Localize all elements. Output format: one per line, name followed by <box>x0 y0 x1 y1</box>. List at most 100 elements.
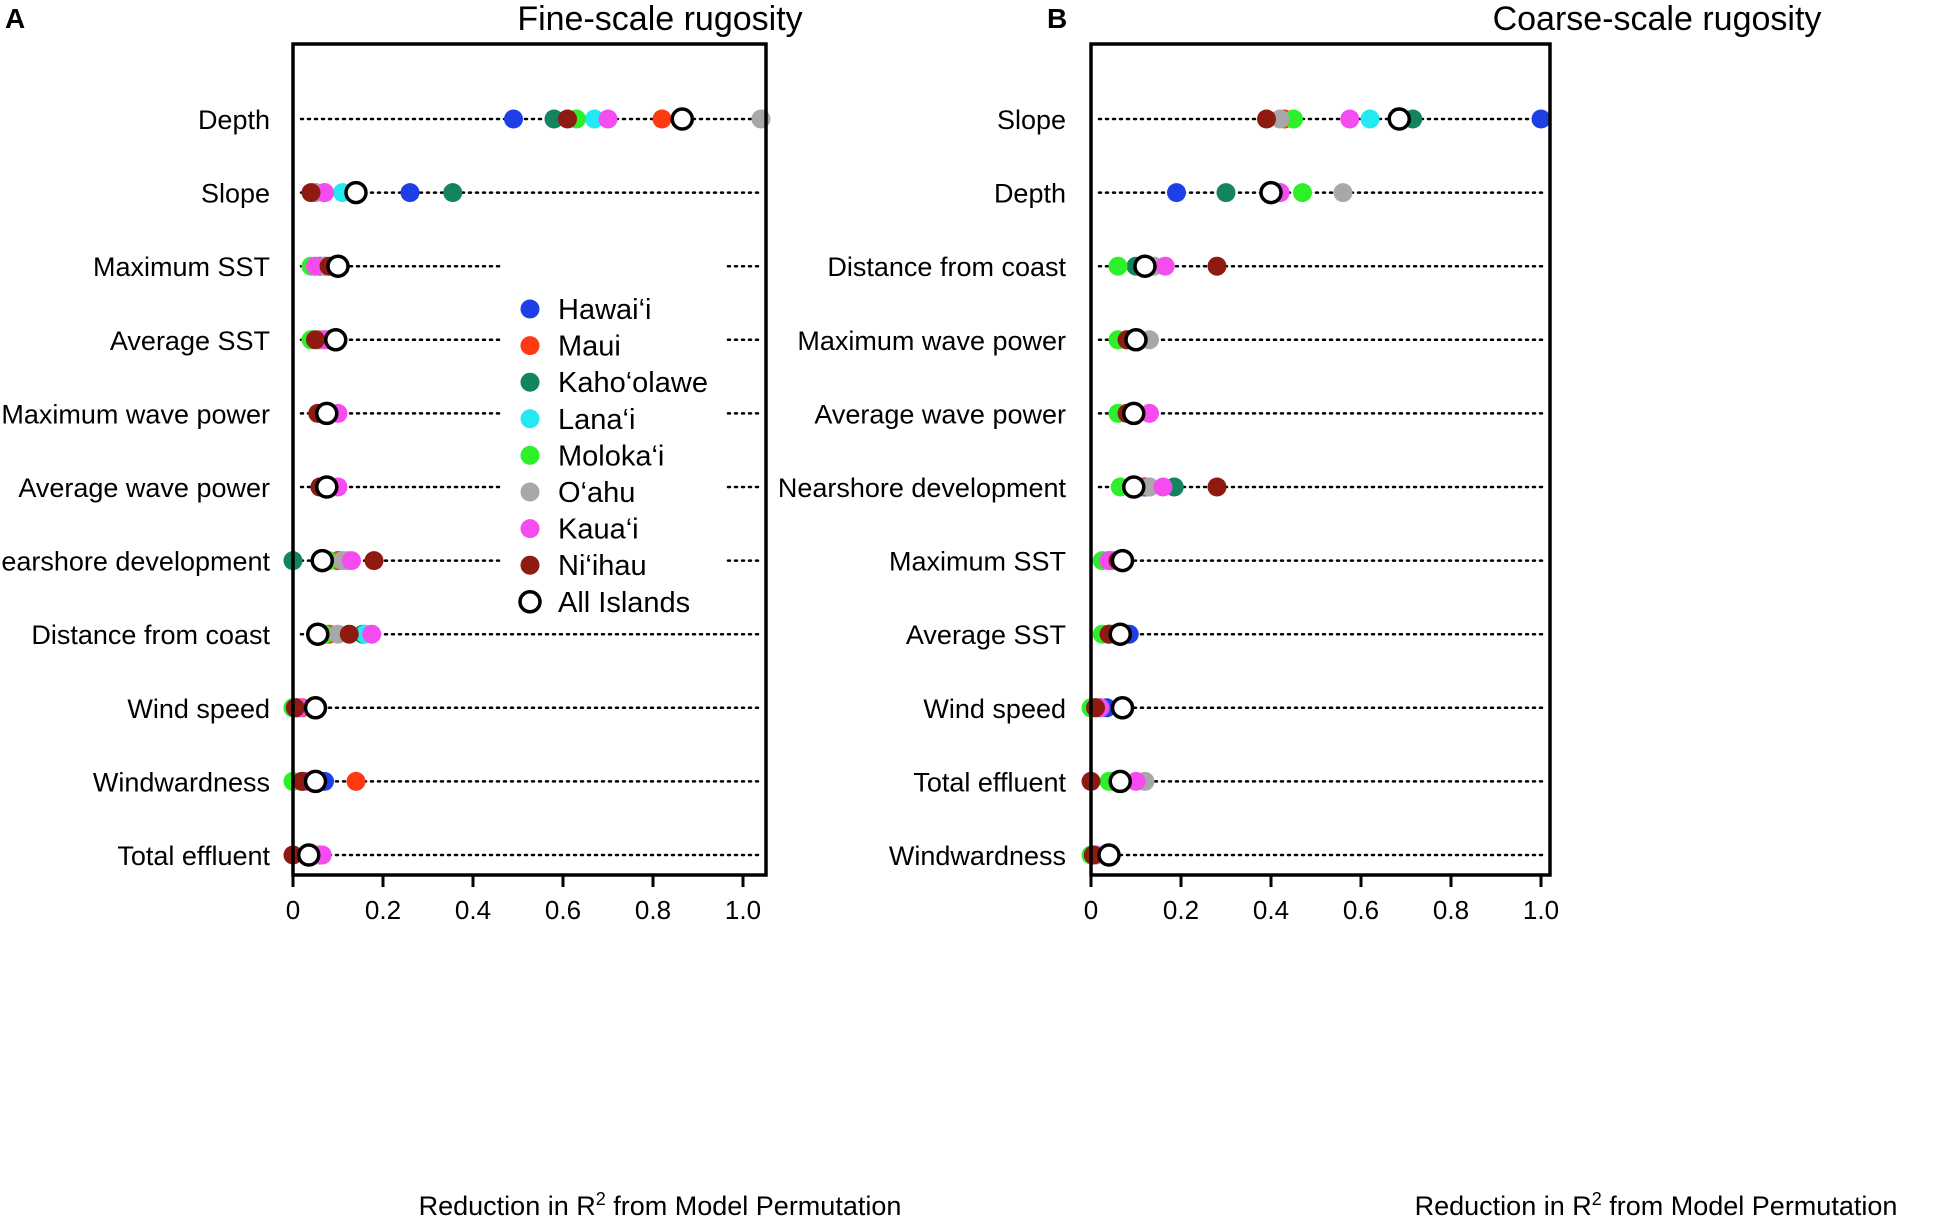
x-tick-label: 0.8 <box>1433 895 1469 925</box>
x-axis-label-b-sup: 2 <box>1592 1189 1602 1209</box>
row-distance-from-coast: Distance from coast <box>827 252 1546 282</box>
legend-marker <box>520 409 540 429</box>
row-depth: Depth <box>994 179 1546 209</box>
row-average-wave-power: Average wave power <box>18 473 762 503</box>
point-lana-i <box>1360 109 1380 129</box>
row-windwardness: Windwardness <box>93 767 762 797</box>
point-kaho-olawe <box>1216 183 1236 203</box>
row-average-wave-power: Average wave power <box>814 399 1546 429</box>
legend-marker <box>520 336 540 356</box>
point-ni-ihau <box>1207 477 1227 497</box>
point-maui <box>346 771 366 791</box>
point-kaua-i <box>1340 109 1360 129</box>
point-kaua-i <box>1140 403 1159 423</box>
point-ni-ihau <box>1086 698 1105 718</box>
category-label: Maximum SST <box>889 547 1066 577</box>
legend-label: Kaho‘olawe <box>558 367 708 399</box>
point-all-islands <box>303 696 328 720</box>
x-tick-label: 0.6 <box>545 895 581 925</box>
row-wind-speed: Wind speed <box>127 694 762 724</box>
row-slope: Slope <box>997 105 1551 135</box>
point-moloka-i <box>1293 183 1312 203</box>
point-moloka-i <box>1108 256 1128 276</box>
row-wind-speed: Wind speed <box>923 694 1546 724</box>
category-label: Average wave power <box>814 399 1066 429</box>
x-tick-label: 0 <box>286 895 300 925</box>
legend-label: O‘ahu <box>558 477 635 509</box>
row-maximum-wave-power: Maximum wave power <box>1 399 762 429</box>
legend-marker <box>520 372 540 392</box>
point-all-islands <box>315 401 339 426</box>
row-maximum-sst: Maximum SST <box>889 547 1546 577</box>
legend-item-hawai-i: Hawai‘i <box>520 294 651 326</box>
category-label: Nearshore development <box>778 473 1067 503</box>
point-ni-ihau <box>306 330 325 350</box>
legend-item-kaua-i: Kaua‘i <box>520 514 639 546</box>
category-label: Distance from coast <box>827 252 1066 282</box>
point-ni-ihau <box>1257 109 1276 129</box>
point-all-islands <box>1110 696 1135 720</box>
panel-title-a: Fine-scale rugosity <box>517 0 802 38</box>
point-kaua-i <box>315 183 334 203</box>
point-all-islands <box>670 107 694 131</box>
x-tick-label: 1.0 <box>1523 895 1559 925</box>
legend-item-kaho-olawe: Kaho‘olawe <box>520 367 708 399</box>
legend-item-moloka-i: Moloka‘i <box>520 440 664 472</box>
point-hawai-i <box>1531 109 1551 129</box>
category-label: Wind speed <box>923 694 1066 724</box>
row-depth: Depth <box>198 105 771 135</box>
row-distance-from-coast: Distance from coast <box>31 620 762 650</box>
x-tick-label: 0.2 <box>365 895 401 925</box>
point-all-islands <box>297 843 321 867</box>
row-average-sst: Average SST <box>110 326 762 356</box>
x-axis-label-a-sup: 2 <box>596 1189 606 1209</box>
point-maui <box>652 109 672 129</box>
legend-label: Kaua‘i <box>558 514 639 546</box>
x-axis-label-b-rest: from Model Permutation <box>1602 1191 1898 1220</box>
category-label: Average SST <box>906 620 1066 650</box>
plot-frame <box>291 42 768 877</box>
category-label: Windwardness <box>93 767 270 797</box>
category-label: Depth <box>198 105 270 135</box>
point-all-islands <box>324 328 348 352</box>
point-ni-ihau <box>301 183 321 203</box>
x-tick-label: 0.8 <box>635 895 671 925</box>
row-maximum-wave-power: Maximum wave power <box>797 326 1546 356</box>
x-tick-label: 0.6 <box>1343 895 1379 925</box>
legend-marker <box>518 590 542 614</box>
category-label: Total effluent <box>913 767 1066 797</box>
point-ni-ihau <box>1207 256 1227 276</box>
point-all-islands <box>303 769 328 794</box>
point-ni-ihau <box>285 698 305 718</box>
point-lana-i <box>585 109 604 129</box>
point-ni-ihau <box>364 551 384 571</box>
category-label: Maximum SST <box>93 252 270 282</box>
point-kaua-i <box>1126 771 1146 791</box>
x-tick-label: 0.4 <box>455 895 491 925</box>
point-kaua-i <box>598 109 618 129</box>
category-label: Maximum wave power <box>1 399 270 429</box>
legend-label: Hawai‘i <box>558 294 651 326</box>
x-axis-label-a-main: Reduction in R <box>419 1191 596 1220</box>
point-kaua-i <box>306 256 325 276</box>
x-axis-label-a: Reduction in R2 from Model Permutation <box>419 1189 902 1220</box>
point-kaua-i <box>1153 477 1173 497</box>
point-all-islands <box>344 180 368 205</box>
legend-item-lana-i: Lana‘i <box>520 404 635 436</box>
legend-label: All Islands <box>558 587 690 619</box>
legend-label: Ni‘ihau <box>558 550 647 582</box>
category-label: Total effluent <box>117 841 270 871</box>
category-label: Slope <box>201 179 270 209</box>
legend-marker <box>520 482 540 502</box>
category-label: Depth <box>994 179 1066 209</box>
point-ni-ihau <box>339 624 359 644</box>
row-maximum-sst: Maximum SST <box>93 252 762 282</box>
point-all-islands <box>1108 622 1132 646</box>
point-all-islands <box>1122 475 1146 499</box>
category-label: Wind speed <box>127 694 270 724</box>
point-all-islands <box>306 622 330 646</box>
point-moloka-i <box>1284 109 1303 129</box>
panel-letter-a: A <box>5 3 25 34</box>
row-nearshore-development: Nearshore development <box>0 547 762 577</box>
plot-panel-b: Slope Depth Distance from coast Maximum wav… <box>778 42 1559 925</box>
